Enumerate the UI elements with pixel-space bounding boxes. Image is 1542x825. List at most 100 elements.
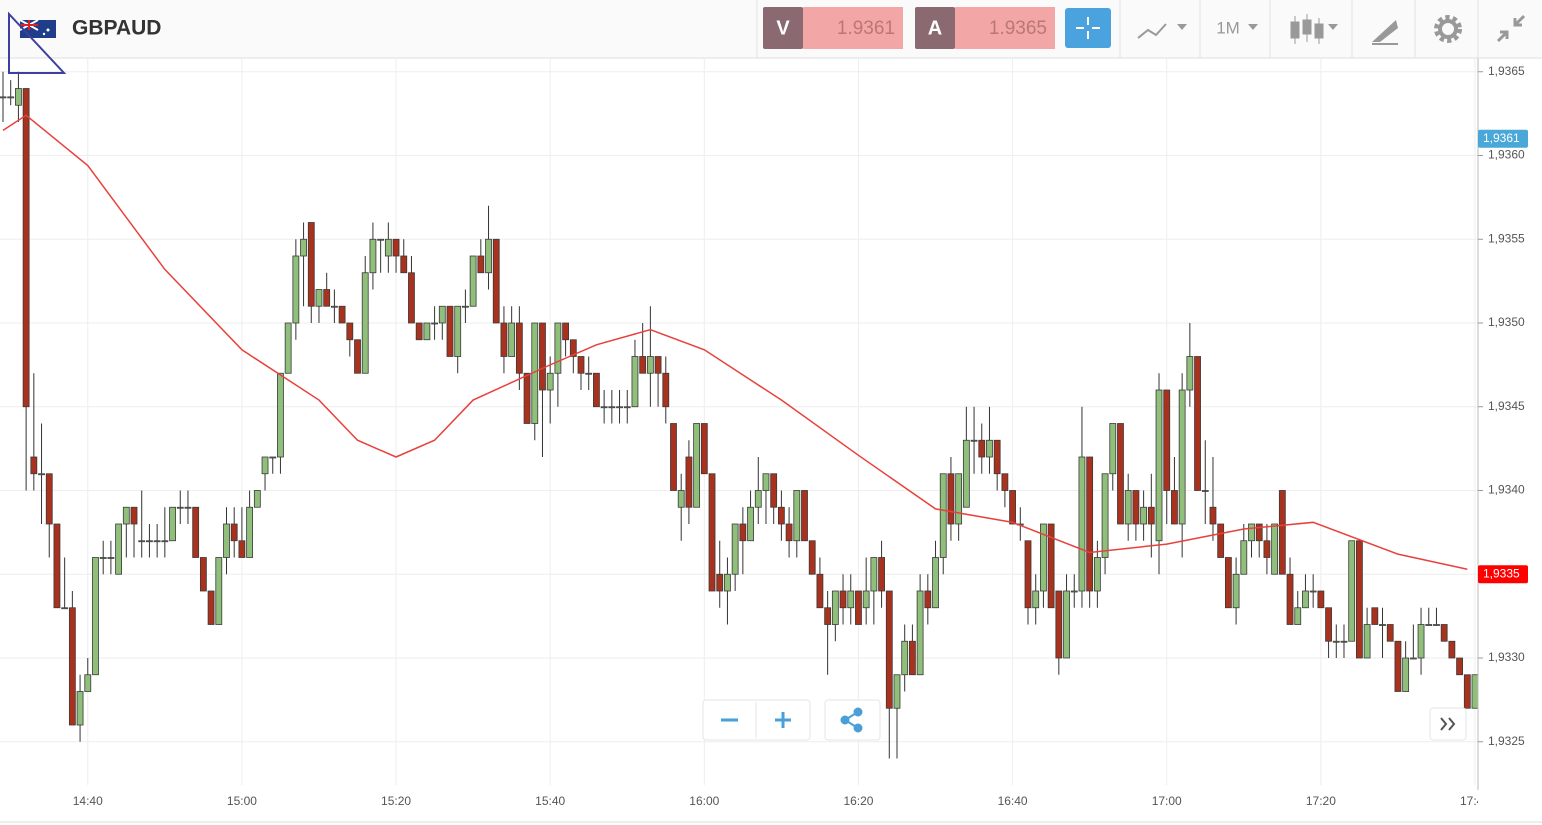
candle-body (130, 506, 138, 525)
candle-body (1232, 573, 1240, 609)
x-tick-label: 15:40 (535, 794, 565, 808)
candle-body (924, 590, 932, 609)
candle-body (1425, 624, 1433, 626)
candle-body (1209, 506, 1217, 525)
candle-body (223, 523, 230, 558)
candle-body (1093, 557, 1101, 592)
ask-button[interactable] (915, 7, 955, 49)
candle-body (269, 456, 277, 459)
candle-body (1078, 456, 1086, 592)
candle-body (1186, 356, 1194, 391)
candle-body (539, 322, 546, 391)
candle-body (1471, 674, 1478, 709)
candle-body (801, 490, 808, 542)
crosshair-button[interactable] (1065, 8, 1111, 48)
candle-body (30, 456, 38, 475)
scroll-right-button[interactable] (1429, 707, 1467, 741)
candle-body (199, 557, 207, 592)
zoom-in-button[interactable] (775, 712, 791, 728)
candle-body (61, 607, 69, 610)
candle-body (1055, 590, 1063, 659)
candle-body (523, 372, 531, 424)
candle-body (1309, 590, 1317, 593)
candle-body (107, 557, 115, 559)
x-tick-label: 16:40 (998, 794, 1028, 808)
candle-body (22, 88, 30, 408)
candle-body (138, 540, 146, 543)
bid-price-box[interactable] (803, 7, 903, 49)
candle-body (323, 289, 331, 307)
candle-body (1278, 490, 1286, 575)
candle-body (1217, 523, 1225, 558)
draw-tool-button[interactable] (1372, 20, 1398, 45)
candle-body (978, 439, 986, 458)
candle-body (885, 590, 893, 709)
candle-body (947, 473, 955, 525)
ask-price-box[interactable] (955, 7, 1055, 49)
bid-label: V (776, 17, 790, 39)
candle-body (878, 557, 885, 592)
candle-body (1140, 506, 1148, 525)
collapse-button[interactable] (1496, 14, 1526, 43)
y-axis-panel (1478, 58, 1542, 825)
candle-body (839, 590, 847, 609)
candle-body (354, 339, 361, 374)
candle-body (1286, 573, 1294, 625)
candle-body (384, 238, 392, 257)
candle-body (870, 557, 878, 592)
candle-body (1101, 473, 1109, 558)
timeframe[interactable]: 1M (1216, 18, 1240, 37)
dropdown-arrow (1248, 24, 1258, 30)
candle-body (654, 356, 662, 374)
candle-body (1132, 490, 1140, 525)
candle-body (1255, 523, 1263, 542)
candle-body (431, 322, 438, 325)
candle-body (816, 573, 824, 609)
candle-body (986, 439, 993, 458)
chart-type-button[interactable] (1137, 23, 1187, 39)
candle-body (1063, 590, 1070, 659)
candle-body (916, 590, 924, 676)
x-tick-label: 17:20 (1306, 794, 1336, 808)
x-axis: 14:40 15:00 15:20 15:40 16:00 16:20 16:40 17:00… (73, 794, 1490, 808)
candle-body (970, 439, 978, 442)
candle-body (230, 523, 238, 542)
candle-body (400, 255, 408, 274)
settings-button[interactable] (1434, 15, 1462, 43)
x-tick-label: 17:00 (1152, 794, 1182, 808)
candle-body (253, 490, 261, 508)
candle-body (855, 590, 862, 625)
candle-body (1178, 389, 1186, 525)
y-tick-label: 1,9345 (1488, 399, 1525, 413)
bid-button[interactable] (763, 7, 803, 49)
candle-body (415, 322, 423, 341)
candle-body (670, 423, 677, 491)
candle-body (122, 506, 130, 525)
scroll-right-icon (1440, 717, 1456, 731)
candle-body (0, 96, 7, 99)
candle-body (608, 406, 616, 409)
candle-body (1379, 624, 1386, 626)
grid (0, 59, 1478, 785)
candle-body (708, 473, 716, 592)
candle-body (307, 222, 315, 307)
share-button[interactable] (824, 699, 881, 741)
candle-body (646, 356, 654, 374)
candle-body (1147, 506, 1155, 525)
candle-body (1263, 540, 1271, 558)
candle-type-button[interactable] (1290, 14, 1338, 44)
candle-body (1456, 657, 1463, 676)
candle-body (1340, 640, 1348, 643)
candle-body (1463, 674, 1471, 709)
candle-body (176, 506, 184, 509)
x-tick-label: 16:20 (843, 794, 873, 808)
x-tick-label: 17:40 (1460, 794, 1490, 808)
candle-body (215, 557, 223, 625)
candle-body (184, 506, 192, 509)
candle-body (1363, 624, 1371, 659)
candle-body (1433, 624, 1440, 626)
share-icon (840, 707, 863, 733)
candle-body (554, 322, 562, 374)
plot-area (0, 71, 1478, 759)
candle-body (754, 490, 762, 508)
